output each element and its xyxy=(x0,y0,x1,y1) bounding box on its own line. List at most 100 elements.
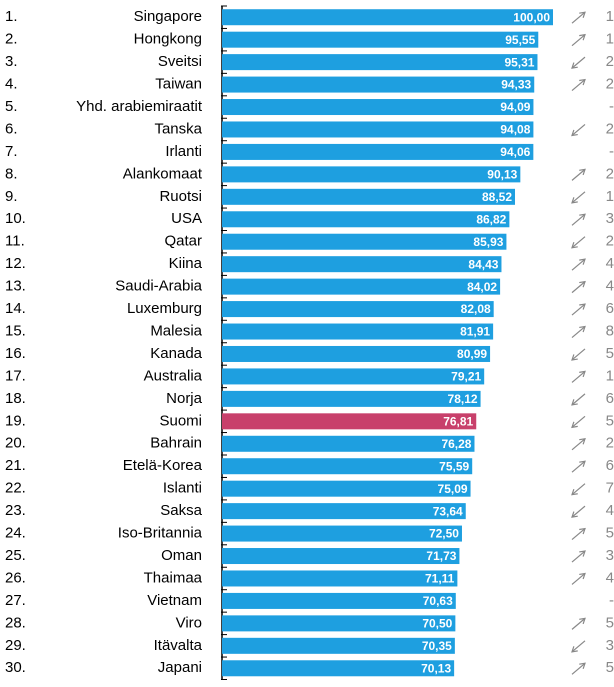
bar xyxy=(222,233,507,250)
bar xyxy=(222,211,510,228)
bar xyxy=(222,637,455,654)
change-arrow xyxy=(571,191,586,204)
rank-change: 5 xyxy=(606,345,614,362)
change-arrow xyxy=(571,572,586,585)
change-arrow xyxy=(571,325,586,338)
rank-change: 1 xyxy=(606,367,614,384)
rank-change: - xyxy=(609,98,614,115)
rank-label: 28. xyxy=(5,614,26,631)
value-label: 94,33 xyxy=(501,78,531,92)
bar xyxy=(222,76,535,93)
category-label: Irlanti xyxy=(165,143,202,160)
change-arrow xyxy=(571,370,586,383)
rank-change: 2 xyxy=(606,165,614,182)
category-label: USA xyxy=(171,210,202,227)
value-label: 82,08 xyxy=(461,302,491,316)
bar xyxy=(222,99,534,116)
rank-change: 5 xyxy=(606,659,614,676)
change-arrow xyxy=(571,280,586,294)
value-label: 72,50 xyxy=(429,527,459,541)
category-label: Yhd. arabiemiraatit xyxy=(76,98,203,115)
change-arrow xyxy=(571,56,586,69)
change-arrow xyxy=(571,168,586,181)
category-label: Viro xyxy=(176,614,202,631)
rank-label: 25. xyxy=(5,547,26,564)
value-label: 76,81 xyxy=(443,414,473,428)
bar xyxy=(222,121,534,138)
value-label: 90,13 xyxy=(487,168,517,182)
bar xyxy=(222,525,462,542)
rank-change: 4 xyxy=(606,278,614,295)
rank-label: 22. xyxy=(5,480,26,497)
category-label: Japani xyxy=(158,659,202,676)
value-label: 84,02 xyxy=(467,280,497,294)
category-label: Alankomaat xyxy=(123,165,203,182)
rank-change: 2 xyxy=(606,53,614,70)
category-label: Australia xyxy=(144,367,203,384)
change-arrow xyxy=(571,303,586,316)
category-label: Iso-Britannia xyxy=(118,525,203,542)
change-arrow xyxy=(571,11,586,24)
rank-label: 12. xyxy=(5,255,26,272)
category-label: Suomi xyxy=(159,412,202,429)
rank-label: 30. xyxy=(5,659,26,676)
rank-change: 3 xyxy=(606,547,614,564)
rank-change: 1 xyxy=(606,8,614,25)
rank-change: 2 xyxy=(606,76,614,93)
change-arrow xyxy=(571,438,586,451)
bar xyxy=(222,660,455,677)
value-label: 95,55 xyxy=(505,33,535,47)
bar xyxy=(222,278,501,295)
value-label: 70,35 xyxy=(422,639,452,653)
value-label: 95,31 xyxy=(504,55,534,69)
rank-label: 8. xyxy=(5,165,18,182)
change-arrow xyxy=(571,617,586,630)
rank-change: - xyxy=(609,143,614,160)
rank-label: 16. xyxy=(5,345,26,362)
bar xyxy=(222,323,494,340)
category-label: Saksa xyxy=(160,502,202,519)
change-arrow xyxy=(571,527,586,541)
value-label: 85,93 xyxy=(473,235,503,249)
category-label: Luxemburg xyxy=(127,300,202,317)
category-label: Norja xyxy=(166,390,203,407)
change-arrow xyxy=(571,348,586,361)
change-arrow xyxy=(571,33,586,47)
rank-change: 3 xyxy=(606,637,614,654)
bar xyxy=(222,9,553,26)
value-label: 78,12 xyxy=(448,392,478,406)
category-label: Hongkong xyxy=(134,31,202,48)
bar xyxy=(222,413,477,430)
rank-label: 26. xyxy=(5,569,26,586)
rank-label: 3. xyxy=(5,53,18,70)
value-label: 71,73 xyxy=(426,549,456,563)
rank-change: 1 xyxy=(606,188,614,205)
category-label: Kiina xyxy=(169,255,203,272)
rank-change: 4 xyxy=(606,255,614,272)
change-arrow xyxy=(571,505,586,518)
value-label: 79,21 xyxy=(451,370,481,384)
rank-change: 4 xyxy=(606,569,614,586)
category-label: Tanska xyxy=(154,120,202,137)
rank-label: 13. xyxy=(5,278,26,295)
change-arrow xyxy=(571,258,586,271)
rank-label: 7. xyxy=(5,143,18,160)
rank-change: - xyxy=(609,592,614,609)
category-label: Kanada xyxy=(150,345,202,362)
rank-label: 5. xyxy=(5,98,18,115)
bar xyxy=(222,54,538,71)
value-label: 75,09 xyxy=(438,482,468,496)
bar xyxy=(222,570,458,587)
category-label: Thaimaa xyxy=(144,569,203,586)
category-label: Bahrain xyxy=(150,435,202,452)
rank-label: 23. xyxy=(5,502,26,519)
rank-change: 2 xyxy=(606,233,614,250)
rank-label: 9. xyxy=(5,188,18,205)
category-label: Singapore xyxy=(134,8,202,25)
rank-label: 4. xyxy=(5,76,18,93)
rank-label: 10. xyxy=(5,210,26,227)
value-label: 80,99 xyxy=(457,347,487,361)
rank-label: 1. xyxy=(5,8,18,25)
value-label: 76,28 xyxy=(441,437,471,451)
rank-change: 6 xyxy=(606,457,614,474)
